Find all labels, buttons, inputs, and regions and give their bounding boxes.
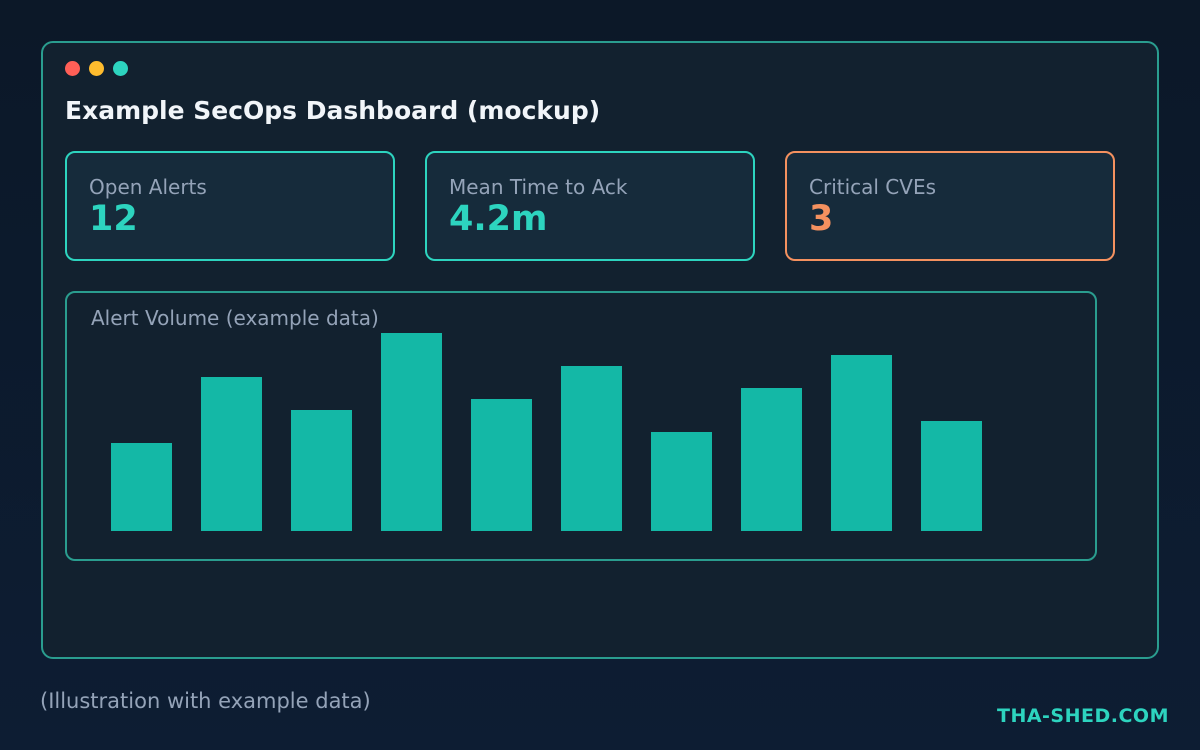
kpi-card-critical-cves: Critical CVEs 3 — [785, 151, 1115, 261]
alert-volume-bar-10 — [921, 421, 982, 531]
alert-volume-bar-7 — [651, 432, 712, 531]
kpi-label: Critical CVEs — [809, 175, 937, 199]
kpi-card-open-alerts: Open Alerts 12 — [65, 151, 395, 261]
alert-volume-bar-6 — [561, 366, 622, 531]
alert-volume-bar-1 — [111, 443, 172, 531]
page-title: Example SecOps Dashboard (mockup) — [65, 96, 601, 125]
kpi-label: Mean Time to Ack — [449, 175, 628, 199]
alert-volume-chart-panel: Alert Volume (example data) — [65, 291, 1097, 561]
chart-title: Alert Volume (example data) — [91, 306, 379, 330]
kpi-card-mean-time-to-ack: Mean Time to Ack 4.2m — [425, 151, 755, 261]
alert-volume-bar-5 — [471, 399, 532, 531]
kpi-value: 12 — [89, 199, 138, 239]
alert-volume-bar-chart — [111, 333, 982, 531]
alert-volume-bar-4 — [381, 333, 442, 531]
alert-volume-bar-3 — [291, 410, 352, 531]
kpi-value: 4.2m — [449, 199, 548, 239]
maximize-dot-icon[interactable] — [113, 61, 128, 76]
brand-link[interactable]: THA-SHED.COM — [996, 705, 1169, 727]
illustration-caption: (Illustration with example data) — [40, 689, 371, 713]
minimize-dot-icon[interactable] — [89, 61, 104, 76]
kpi-label: Open Alerts — [89, 175, 207, 199]
alert-volume-bar-8 — [741, 388, 802, 531]
alert-volume-bar-9 — [831, 355, 892, 531]
dashboard-window: Example SecOps Dashboard (mockup) Open A… — [41, 41, 1159, 659]
close-dot-icon[interactable] — [65, 61, 80, 76]
window-controls — [65, 61, 128, 76]
alert-volume-bar-2 — [201, 377, 262, 531]
kpi-value: 3 — [809, 199, 834, 239]
